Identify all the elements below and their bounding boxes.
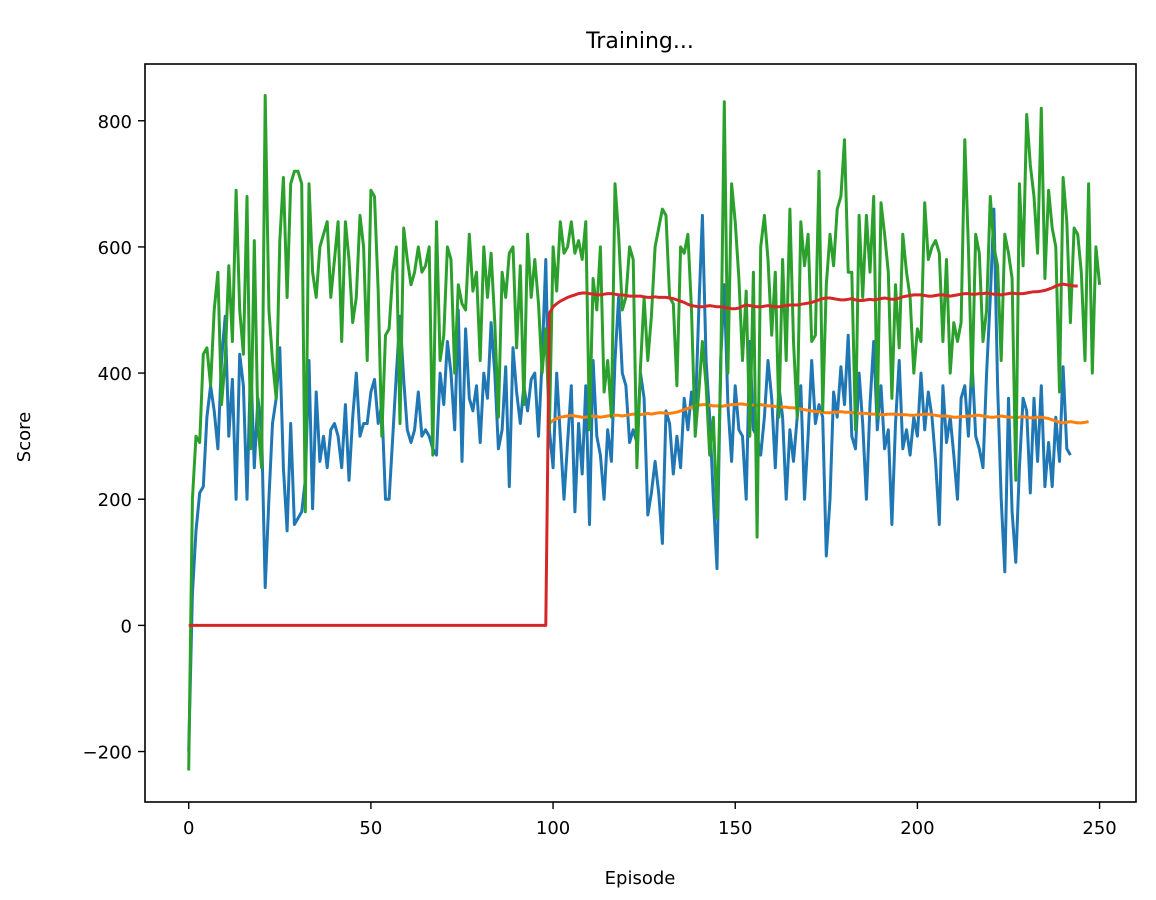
y-axis-ticks: −200 0 200 400 600 800 <box>83 112 145 764</box>
x-tick-label: 50 <box>359 818 382 839</box>
x-tick-label: 100 <box>536 818 570 839</box>
x-tick-label: 150 <box>718 818 752 839</box>
chart-title: Training... <box>585 29 694 54</box>
y-tick-label: 600 <box>98 238 132 259</box>
y-axis-label: Score <box>14 412 35 462</box>
series-line-score <box>187 207 1072 752</box>
y-tick-label: 400 <box>98 364 132 385</box>
series-line-max-score-avg <box>188 282 1078 627</box>
y-tick-label: −200 <box>83 743 132 764</box>
x-tick-label: 200 <box>900 818 934 839</box>
plot-lines <box>187 94 1102 771</box>
y-tick-label: 0 <box>121 616 132 637</box>
x-axis-ticks: 0 50 100 150 200 250 <box>183 802 1117 839</box>
y-tick-label: 200 <box>98 490 132 511</box>
y-tick-label: 800 <box>98 112 132 133</box>
x-axis-label: Episode <box>605 868 676 889</box>
plot-frame <box>144 63 1137 803</box>
x-tick-label: 0 <box>183 818 194 839</box>
x-tick-label: 250 <box>1082 818 1116 839</box>
